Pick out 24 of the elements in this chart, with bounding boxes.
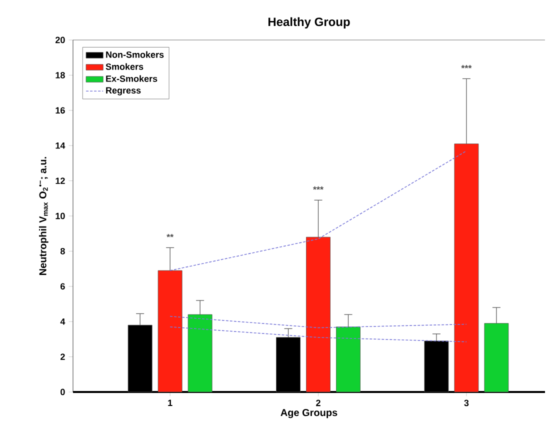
y-tick-label: 14 (56, 142, 66, 149)
legend-label: Smokers (106, 63, 144, 70)
y-tick-label: 4 (60, 318, 66, 325)
legend-label: Ex-Smokers (106, 75, 158, 82)
x-axis-title: Age Groups (280, 409, 338, 418)
annotation: *** (461, 64, 472, 68)
y-tick-label: 18 (56, 72, 65, 78)
annotation: *** (313, 186, 324, 190)
y-tick-label: 16 (56, 107, 65, 114)
legend-label: Regress (106, 87, 141, 96)
y-tick-label: 10 (56, 212, 65, 220)
x-tick-label: 1 (168, 400, 172, 406)
y-tick-label: 2 (60, 354, 65, 360)
y-tick-label: 12 (56, 178, 65, 184)
x-tick-label: 2 (316, 400, 320, 406)
y-axis-title: Neutrophil V$_{max}$ O$_{2}$$^{•−}$; a.u. (39, 157, 48, 275)
x-tick-label: 3 (464, 400, 469, 406)
chart-title: Healthy Group (268, 17, 350, 28)
legend-label: Non-Smokers (106, 51, 164, 58)
y-tick-label: 0 (60, 388, 65, 396)
y-tick-label: 8 (60, 248, 65, 254)
y-tick-label: 6 (60, 283, 65, 290)
annotation: ** (166, 234, 174, 238)
y-tick-label: 20 (56, 36, 65, 44)
